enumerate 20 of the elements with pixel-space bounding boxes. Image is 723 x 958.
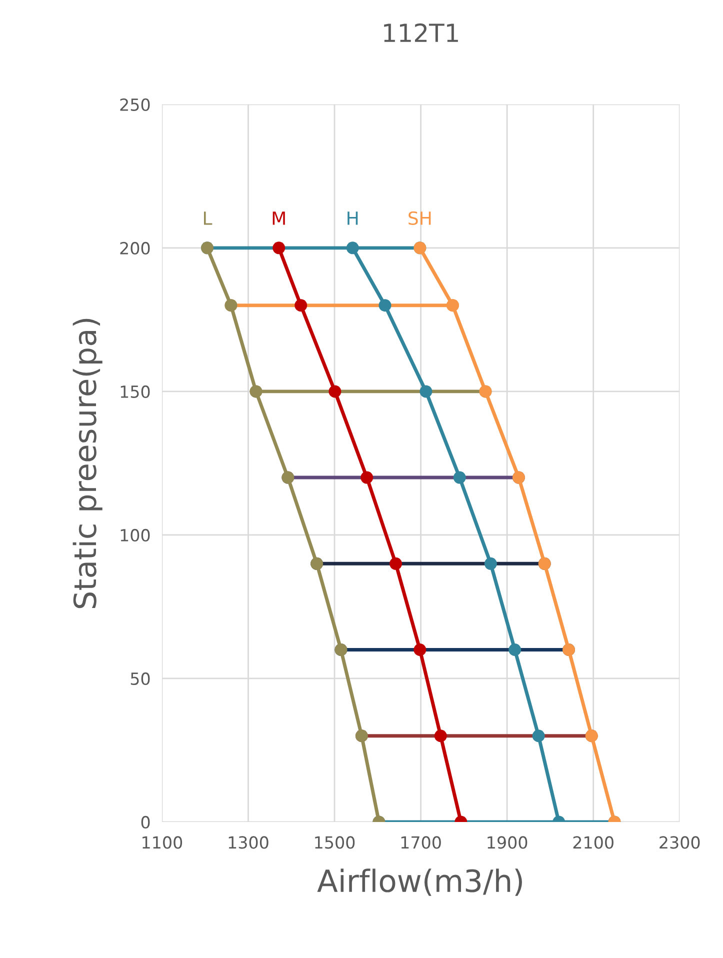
x-tick-label: 1700	[401, 836, 441, 849]
chart-title: 112T1	[384, 23, 458, 42]
y-tick-label: 200	[120, 242, 150, 254]
x-tick-label: 1500	[315, 836, 355, 849]
y-tick-label: 100	[120, 528, 150, 542]
y-tick-label: 0	[141, 816, 150, 829]
x-tick-label: 1100	[142, 836, 182, 849]
y-tick-label: 250	[120, 98, 150, 111]
series-label: M	[272, 212, 285, 225]
series-label: L	[204, 212, 212, 225]
series-label: SH	[408, 211, 431, 225]
y-axis-title: Static preesure(pa)	[72, 318, 102, 608]
y-tick-label: 150	[120, 385, 150, 398]
series-label: H	[348, 212, 358, 225]
x-tick-label: 1900	[488, 836, 528, 849]
x-tick-label: 1300	[228, 836, 268, 849]
x-tick-label: 2100	[573, 836, 614, 849]
x-tick-label: 2300	[660, 836, 700, 849]
y-tick-label: 50	[130, 672, 150, 686]
x-axis-title: Airflow(m3/h)	[317, 868, 522, 896]
